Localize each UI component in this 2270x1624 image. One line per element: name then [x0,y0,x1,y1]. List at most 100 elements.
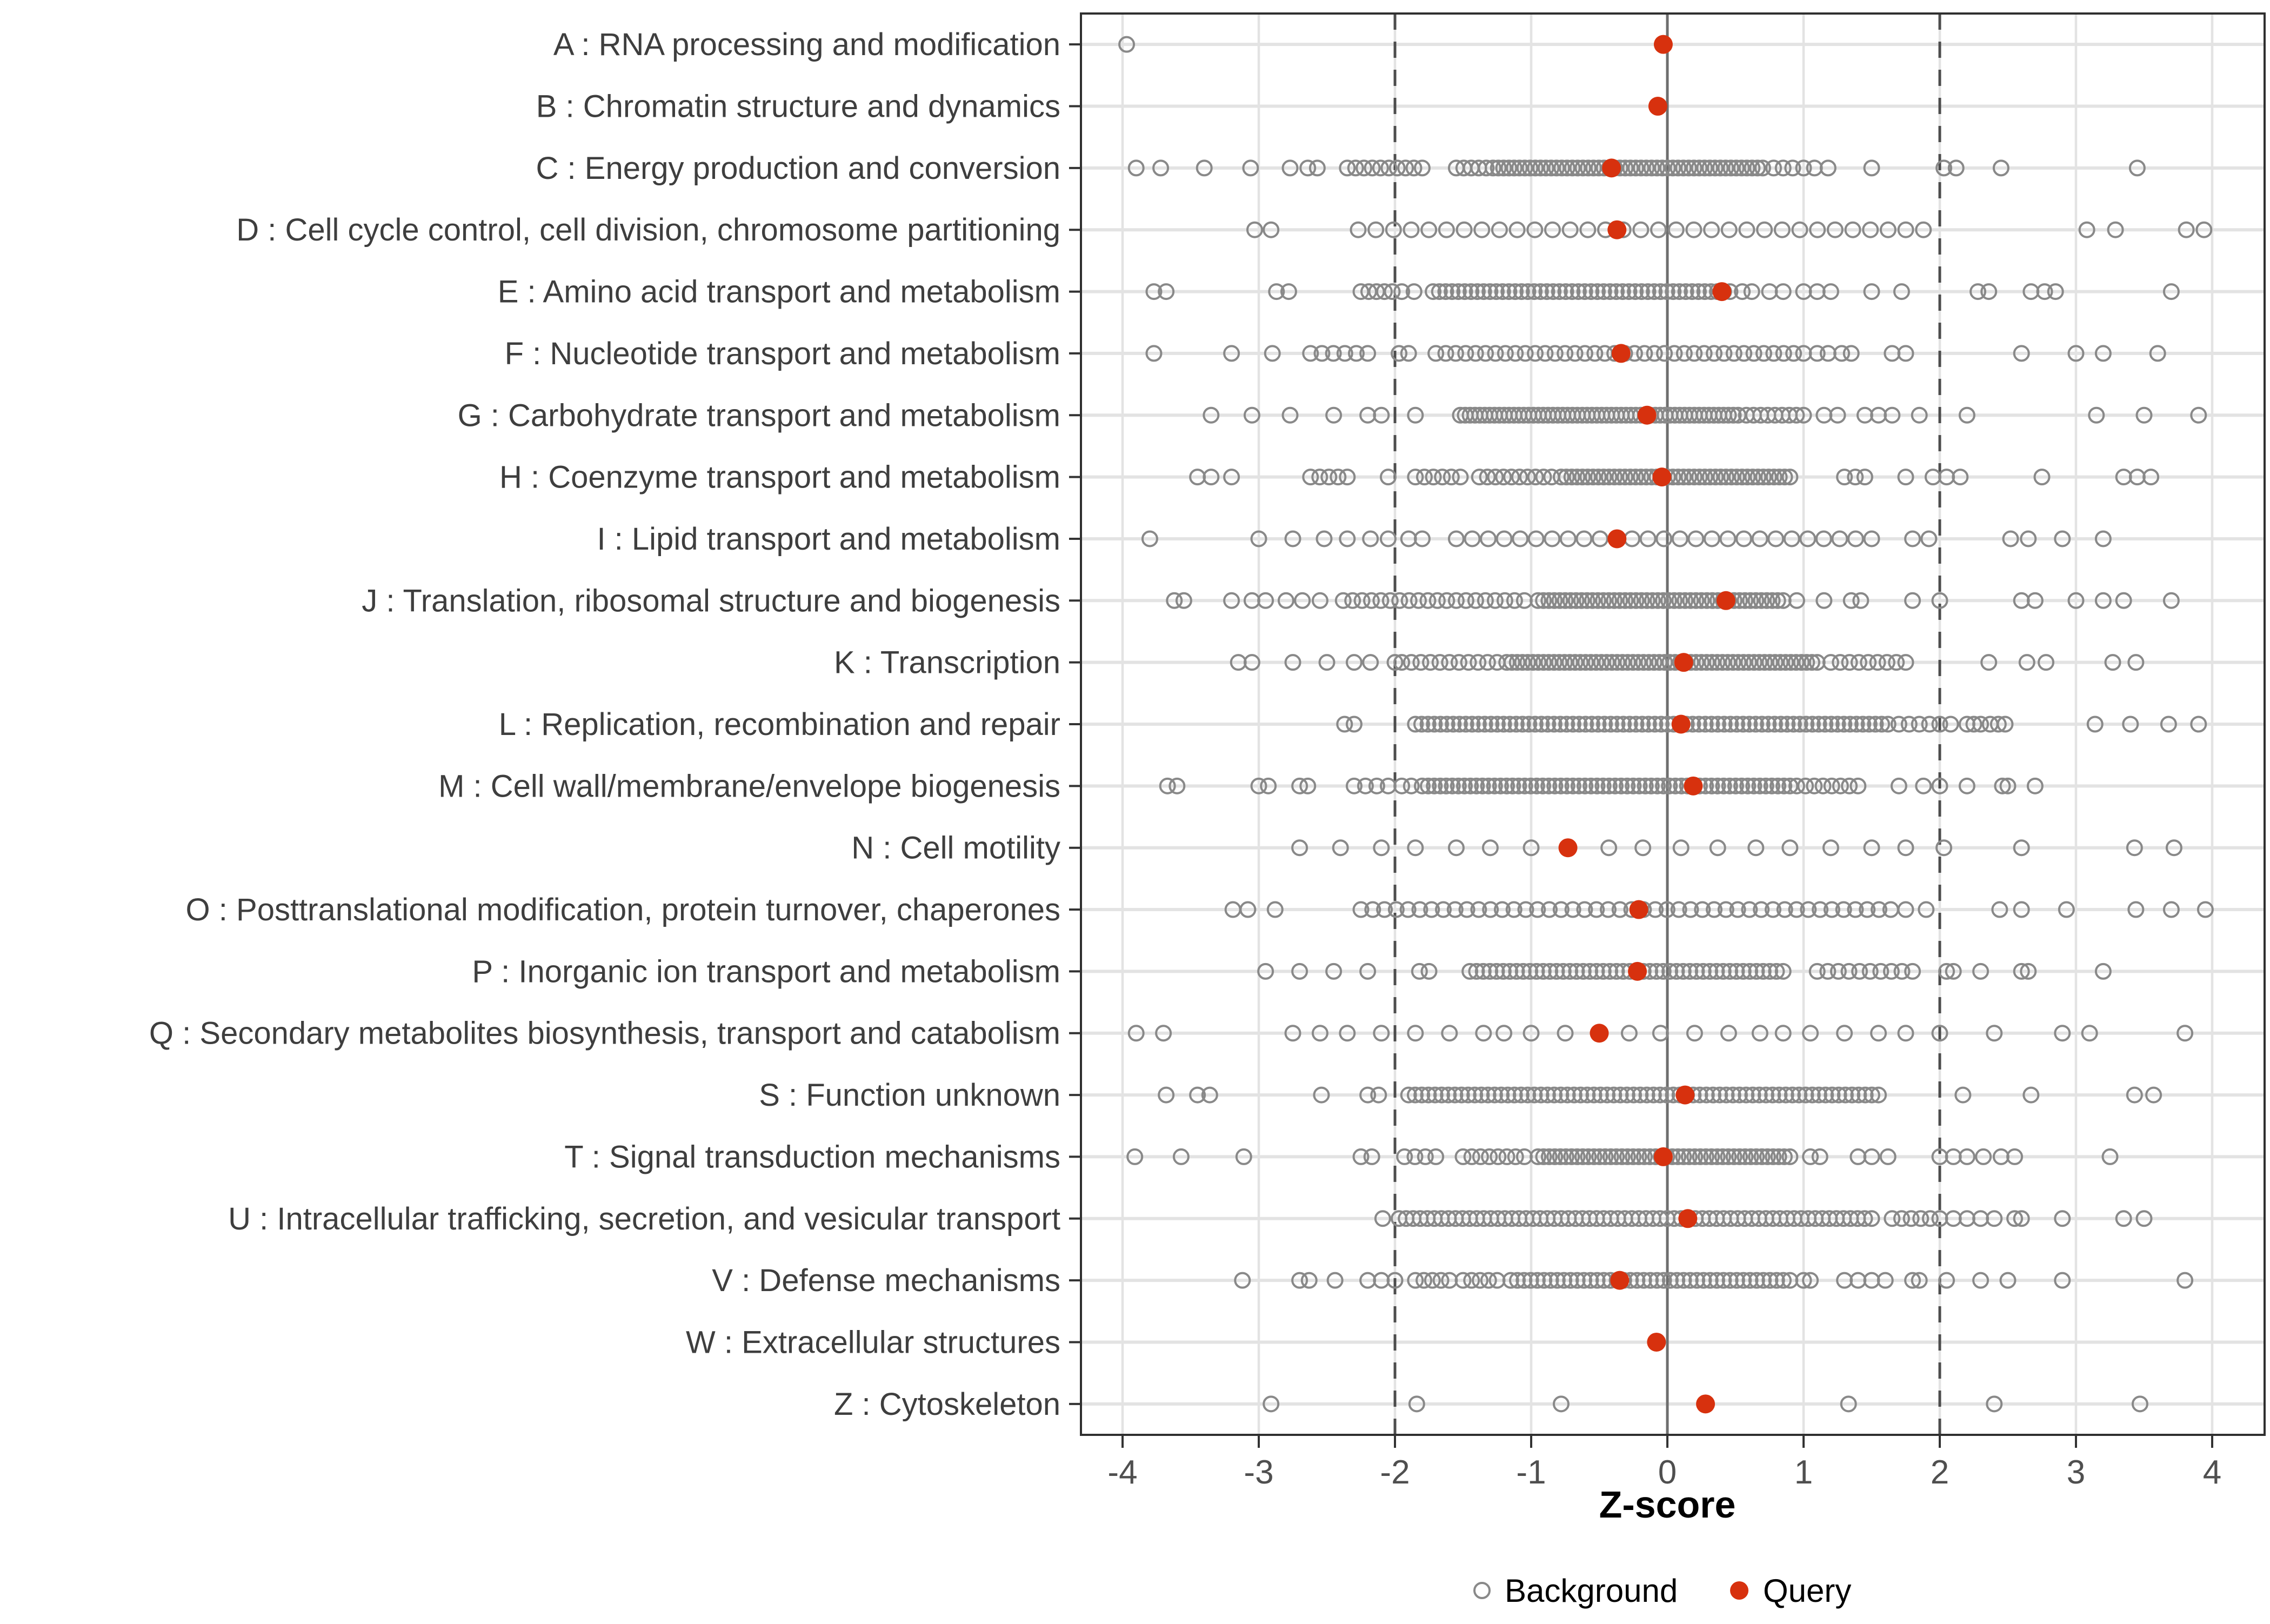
background-point [1847,469,1864,486]
background-point [2054,530,2071,547]
background-point [1507,345,1524,362]
background-point [1541,901,1558,918]
background-point [1751,777,1768,794]
background-point [1785,716,1802,733]
background-point [1502,1272,1519,1289]
background-point [1466,1086,1484,1104]
background-point [1735,530,1753,547]
background-point [1703,530,1720,547]
background-point [1486,777,1503,794]
background-point [1863,159,1880,177]
background-point [1823,901,1840,918]
background-point [1748,963,1765,980]
background-point [1496,592,1513,609]
background-point [1655,1272,1672,1289]
background-point [2088,406,2105,424]
background-point [1367,221,1385,238]
background-point [1760,716,1777,733]
background-point [1945,963,1962,980]
background-point [1589,592,1606,609]
background-point [1627,592,1645,609]
category-label: T : Signal transduction mechanisms [564,1139,1060,1174]
background-point [1479,654,1496,671]
legend-query-icon [1730,1581,1748,1600]
background-point [1712,159,1729,177]
background-point [1463,1148,1480,1165]
background-point [1648,1272,1666,1289]
query-point [1675,1085,1695,1105]
background-point [1410,592,1427,609]
background-point [1422,654,1439,671]
background-point [2115,592,2132,609]
background-point [1897,345,1914,362]
background-point [1759,1148,1776,1165]
background-point [1575,530,1593,547]
background-point [1767,530,1785,547]
background-point [1568,1148,1586,1165]
background-point [1450,654,1467,671]
background-point [1551,592,1568,609]
background-point [1495,1025,1513,1042]
background-point [1464,530,1481,547]
background-point [1774,283,1792,300]
query-point [1637,405,1657,425]
background-point [1552,469,1570,486]
background-point [1652,1025,1669,1042]
background-point [1472,1148,1489,1165]
background-point [1809,221,1826,238]
background-point [1553,159,1571,177]
background-point [1819,963,1837,980]
background-point [1619,1148,1636,1165]
background-point [1931,1025,1948,1042]
background-point [2162,283,2180,300]
background-point [1499,1086,1517,1104]
background-point [1835,716,1853,733]
background-point [1540,654,1558,671]
background-point [1438,592,1456,609]
background-point [1777,1086,1794,1104]
background-point [1526,221,1544,238]
background-point [1859,901,1876,918]
background-point [1897,654,1914,671]
background-point [1582,1272,1599,1289]
background-point [1642,1272,1659,1289]
background-point [1481,839,1499,857]
background-point [1486,592,1504,609]
background-point [1363,592,1380,609]
background-point [1356,159,1373,177]
background-point [1882,963,1900,980]
background-point [1632,159,1650,177]
background-point [1526,283,1543,300]
background-point [1904,530,1921,547]
background-point [1747,839,1765,857]
background-point [1223,592,1240,609]
background-point [1576,283,1593,300]
background-point [1670,901,1687,918]
background-point [1947,159,1965,177]
background-point [1446,901,1464,918]
background-point [1524,654,1541,671]
background-point [1495,716,1512,733]
background-point [1632,221,1650,238]
background-point [2081,1025,2098,1042]
background-point [1345,716,1363,733]
legend-background-icon [1473,1582,1491,1599]
background-point [1471,469,1488,486]
background-point [1772,716,1790,733]
background-point [1727,777,1744,794]
background-point [1432,777,1449,794]
background-point [1456,221,1473,238]
background-point [2094,963,2112,980]
background-point [1706,901,1723,918]
background-point [1643,777,1660,794]
background-point [1804,716,1821,733]
background-point [1572,654,1589,671]
background-point [1516,159,1533,177]
background-point [1677,592,1694,609]
background-point [1681,1272,1699,1289]
background-point [1420,221,1438,238]
background-point [1334,592,1352,609]
background-point [1552,777,1570,794]
background-point [1595,592,1612,609]
background-point [1753,716,1771,733]
